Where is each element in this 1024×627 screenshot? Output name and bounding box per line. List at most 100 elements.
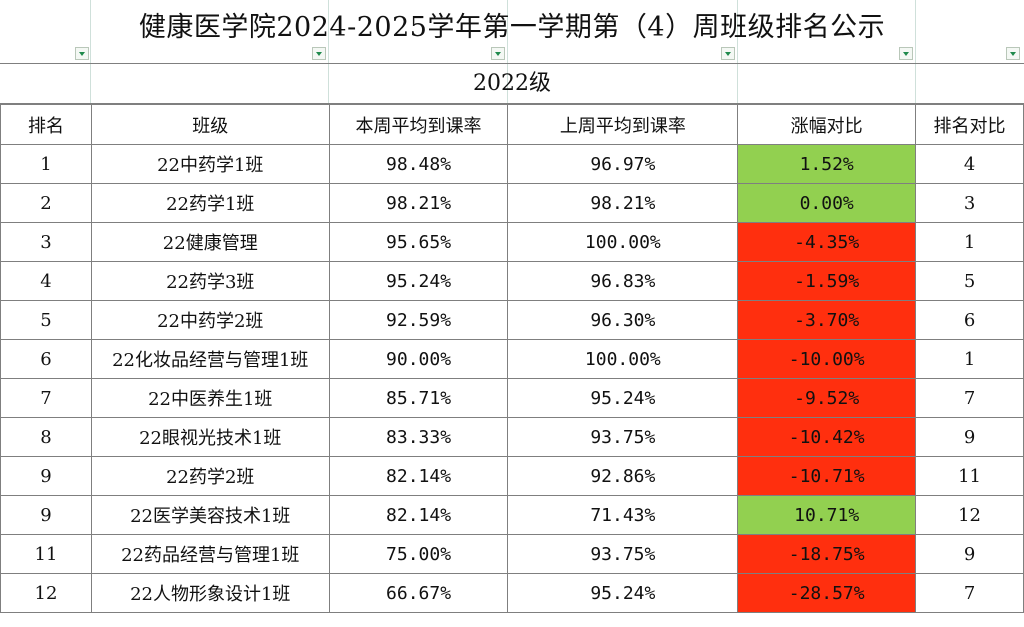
table-row: 3 22健康管理 95.65% 100.00% -4.35% 1 xyxy=(0,222,1024,262)
table-row: 12 22人物形象设计1班 66.67% 95.24% -28.57% 7 xyxy=(0,573,1024,613)
this-week-rate-cell[interactable]: 92.59% xyxy=(328,300,509,340)
this-week-rate-cell[interactable]: 98.21% xyxy=(328,183,509,223)
table-row: 7 22中医养生1班 85.71% 95.24% -9.52% 7 xyxy=(0,378,1024,418)
column-gridline xyxy=(737,0,738,104)
class-cell[interactable]: 22药学1班 xyxy=(90,183,330,223)
change-cell[interactable]: -9.52% xyxy=(737,378,917,418)
filter-dropdown-icon[interactable] xyxy=(1006,47,1020,60)
change-cell[interactable]: -1.59% xyxy=(737,261,917,301)
rank-cell[interactable]: 2 xyxy=(0,183,92,223)
change-cell[interactable]: -4.35% xyxy=(737,222,917,262)
change-cell[interactable]: 10.71% xyxy=(737,495,917,535)
filter-dropdown-icon[interactable] xyxy=(721,47,735,60)
change-cell[interactable]: -28.57% xyxy=(737,573,917,613)
this-week-rate-cell[interactable]: 95.24% xyxy=(328,261,509,301)
header-change[interactable]: 涨幅对比 xyxy=(737,104,917,145)
title-row: 健康医学院2024-2025学年第一学期第（4）周班级排名公示 xyxy=(0,0,1024,64)
this-week-rate-cell[interactable]: 82.14% xyxy=(328,456,509,496)
last-week-rate-cell[interactable]: 92.86% xyxy=(507,456,739,496)
this-week-rate-cell[interactable]: 66.67% xyxy=(328,573,509,613)
last-week-rate-cell[interactable]: 95.24% xyxy=(507,573,739,613)
change-cell[interactable]: -3.70% xyxy=(737,300,917,340)
header-last-week-rate[interactable]: 上周平均到课率 xyxy=(507,104,739,145)
rank-cell[interactable]: 5 xyxy=(0,300,92,340)
table-row: 1 22中药学1班 98.48% 96.97% 1.52% 4 xyxy=(0,144,1024,184)
grade-label: 2022级 xyxy=(0,64,1024,104)
rank-compare-cell[interactable]: 6 xyxy=(915,300,1024,340)
rank-cell[interactable]: 8 xyxy=(0,417,92,457)
rank-compare-cell[interactable]: 7 xyxy=(915,378,1024,418)
class-cell[interactable]: 22健康管理 xyxy=(90,222,330,262)
rank-cell[interactable]: 6 xyxy=(0,339,92,379)
filter-dropdown-icon[interactable] xyxy=(491,47,505,60)
table-row: 4 22药学3班 95.24% 96.83% -1.59% 5 xyxy=(0,261,1024,301)
this-week-rate-cell[interactable]: 98.48% xyxy=(328,144,509,184)
this-week-rate-cell[interactable]: 83.33% xyxy=(328,417,509,457)
last-week-rate-cell[interactable]: 96.97% xyxy=(507,144,739,184)
rank-compare-cell[interactable]: 9 xyxy=(915,534,1024,574)
rank-compare-cell[interactable]: 1 xyxy=(915,339,1024,379)
rank-cell[interactable]: 12 xyxy=(0,573,92,613)
column-gridline xyxy=(328,0,329,104)
rank-cell[interactable]: 1 xyxy=(0,144,92,184)
rank-cell[interactable]: 11 xyxy=(0,534,92,574)
class-cell[interactable]: 22中药学2班 xyxy=(90,300,330,340)
class-cell[interactable]: 22药学3班 xyxy=(90,261,330,301)
change-cell[interactable]: -10.42% xyxy=(737,417,917,457)
sheet-title: 健康医学院2024-2025学年第一学期第（4）周班级排名公示 xyxy=(138,12,886,43)
this-week-rate-cell[interactable]: 82.14% xyxy=(328,495,509,535)
class-cell[interactable]: 22眼视光技术1班 xyxy=(90,417,330,457)
rank-cell[interactable]: 9 xyxy=(0,456,92,496)
last-week-rate-cell[interactable]: 71.43% xyxy=(507,495,739,535)
class-cell[interactable]: 22药学2班 xyxy=(90,456,330,496)
this-week-rate-cell[interactable]: 95.65% xyxy=(328,222,509,262)
header-rank-compare[interactable]: 排名对比 xyxy=(915,104,1024,145)
class-cell[interactable]: 22中药学1班 xyxy=(90,144,330,184)
rank-compare-cell[interactable]: 4 xyxy=(915,144,1024,184)
change-cell[interactable]: -10.71% xyxy=(737,456,917,496)
header-this-week-rate[interactable]: 本周平均到课率 xyxy=(328,104,509,145)
last-week-rate-cell[interactable]: 100.00% xyxy=(507,339,739,379)
rank-compare-cell[interactable]: 11 xyxy=(915,456,1024,496)
rank-cell[interactable]: 3 xyxy=(0,222,92,262)
class-cell[interactable]: 22化妆品经营与管理1班 xyxy=(90,339,330,379)
rank-cell[interactable]: 9 xyxy=(0,495,92,535)
header-rank[interactable]: 排名 xyxy=(0,104,92,145)
rank-cell[interactable]: 7 xyxy=(0,378,92,418)
class-cell[interactable]: 22中医养生1班 xyxy=(90,378,330,418)
change-cell[interactable]: 1.52% xyxy=(737,144,917,184)
last-week-rate-cell[interactable]: 96.83% xyxy=(507,261,739,301)
change-cell[interactable]: 0.00% xyxy=(737,183,917,223)
rank-compare-cell[interactable]: 5 xyxy=(915,261,1024,301)
last-week-rate-cell[interactable]: 96.30% xyxy=(507,300,739,340)
this-week-rate-cell[interactable]: 85.71% xyxy=(328,378,509,418)
class-cell[interactable]: 22人物形象设计1班 xyxy=(90,573,330,613)
last-week-rate-cell[interactable]: 93.75% xyxy=(507,417,739,457)
ranking-table: 排名 班级 本周平均到课率 上周平均到课率 涨幅对比 排名对比 1 22中药学1班… xyxy=(0,104,1024,613)
rank-compare-cell[interactable]: 7 xyxy=(915,573,1024,613)
filter-dropdown-icon[interactable] xyxy=(312,47,326,60)
rank-compare-cell[interactable]: 12 xyxy=(915,495,1024,535)
rank-compare-cell[interactable]: 9 xyxy=(915,417,1024,457)
header-class[interactable]: 班级 xyxy=(90,104,330,145)
header-row: 排名 班级 本周平均到课率 上周平均到课率 涨幅对比 排名对比 xyxy=(0,104,1024,145)
rank-cell[interactable]: 4 xyxy=(0,261,92,301)
this-week-rate-cell[interactable]: 75.00% xyxy=(328,534,509,574)
class-cell[interactable]: 22药品经营与管理1班 xyxy=(90,534,330,574)
last-week-rate-cell[interactable]: 93.75% xyxy=(507,534,739,574)
rank-compare-cell[interactable]: 1 xyxy=(915,222,1024,262)
class-cell[interactable]: 22医学美容技术1班 xyxy=(90,495,330,535)
last-week-rate-cell[interactable]: 98.21% xyxy=(507,183,739,223)
filter-dropdown-icon[interactable] xyxy=(75,47,89,60)
last-week-rate-cell[interactable]: 95.24% xyxy=(507,378,739,418)
rank-compare-cell[interactable]: 3 xyxy=(915,183,1024,223)
this-week-rate-cell[interactable]: 90.00% xyxy=(328,339,509,379)
column-gridline xyxy=(915,0,916,104)
change-cell[interactable]: -18.75% xyxy=(737,534,917,574)
change-cell[interactable]: -10.00% xyxy=(737,339,917,379)
table-row: 5 22中药学2班 92.59% 96.30% -3.70% 6 xyxy=(0,300,1024,340)
last-week-rate-cell[interactable]: 100.00% xyxy=(507,222,739,262)
table-row: 9 22医学美容技术1班 82.14% 71.43% 10.71% 12 xyxy=(0,495,1024,535)
filter-dropdown-icon[interactable] xyxy=(899,47,913,60)
